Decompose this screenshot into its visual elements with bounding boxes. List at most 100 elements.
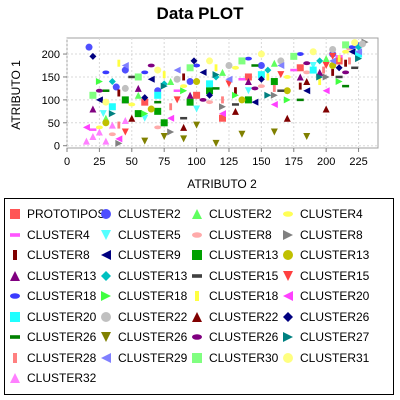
data-point [264,91,272,99]
legend-marker [10,311,20,322]
data-point [322,73,330,81]
legend-marker [10,335,20,339]
series-31 [102,39,359,106]
series-11 [102,62,337,127]
legend-item: CLUSTER18 [191,286,278,306]
legend-marker-shape [101,352,111,363]
legend-marker [101,332,111,342]
data-point [270,78,278,86]
data-point [270,91,278,99]
data-point [298,82,302,90]
data-point [108,103,116,111]
data-point [154,125,162,130]
legend-item: CLUSTER31 [282,348,369,368]
data-point [89,133,97,141]
legend-marker [10,232,20,237]
data-point [154,100,162,104]
data-point [147,105,155,113]
legend-marker-shape [283,311,293,322]
data-point [147,75,155,83]
data-point [309,66,317,74]
data-point [134,110,142,118]
data-point [117,59,121,67]
data-point [277,57,285,65]
legend-marker [192,334,202,340]
data-point [206,100,214,105]
x-axis-title: ATRIBUTO 2 [187,177,257,191]
legend-marker [192,273,202,278]
data-point [128,114,136,122]
legend-marker [101,352,111,363]
legend-label: CLUSTER4 [27,227,90,242]
plot-area [66,37,379,149]
data-point [251,86,259,91]
legend-marker-shape [195,291,199,301]
legend-marker-shape [283,250,293,260]
series-22 [128,78,330,131]
data-point [173,75,181,83]
legend-label: CLUSTER8 [300,227,363,242]
series-24 [102,64,350,104]
legend-marker [13,352,17,363]
y-tick-label: 200 [42,49,60,61]
data-point [231,103,239,106]
legend-item: CLUSTER32 [9,368,96,388]
series-18 [117,55,341,86]
data-point [173,89,181,92]
legend-marker [283,332,293,342]
data-point [95,78,103,86]
data-point [121,62,129,69]
legend-label: CLUSTER31 [300,350,370,365]
x-tick-label: 225 [349,156,367,168]
data-point [169,103,173,111]
series-19 [82,87,330,143]
legend-marker-shape [192,311,202,322]
legend-marker-shape [13,352,17,363]
legend-item: CLUSTER8 [282,225,363,245]
y-tick-label: 100 [42,95,60,107]
legend-marker [192,209,202,219]
legend-marker-shape [101,332,111,342]
data-point [89,52,97,60]
data-point [108,121,116,129]
legend-marker-shape [192,334,202,340]
data-point [266,73,270,81]
legend-marker [192,231,202,238]
legend-marker-shape [10,311,20,322]
data-point [89,105,97,113]
data-point [121,66,129,74]
data-point [102,137,110,145]
data-point [342,49,350,54]
legend-marker-shape [101,270,111,281]
data-point [186,64,194,72]
data-point [141,114,149,122]
data-point [303,133,311,141]
data-point [358,40,366,48]
data-point [283,75,291,79]
data-point [225,80,233,88]
legend-item: CLUSTER18 [100,286,187,306]
data-point [186,78,194,86]
legend-marker [283,291,293,301]
legend-label: CLUSTER13 [27,268,97,283]
data-point [102,119,110,127]
series-6 [108,46,353,137]
x-tick-label: 150 [252,156,270,168]
legend-item: CLUSTER26 [9,327,96,347]
legend-item: CLUSTER15 [191,266,278,286]
data-point [193,105,201,113]
legend-marker [283,250,293,260]
data-point [283,87,291,95]
legend-marker [101,291,111,301]
data-point [244,73,252,81]
data-point [117,89,121,97]
data-point [303,87,311,95]
series-25 [141,121,311,147]
series-8 [117,59,348,97]
data-point [270,59,278,67]
data-point [342,41,350,49]
y-tick-label: 50 [48,118,60,130]
legend-marker-shape [13,250,17,260]
legend-label: CLUSTER8 [27,248,90,262]
chart-title: Data PLOT [157,4,245,23]
